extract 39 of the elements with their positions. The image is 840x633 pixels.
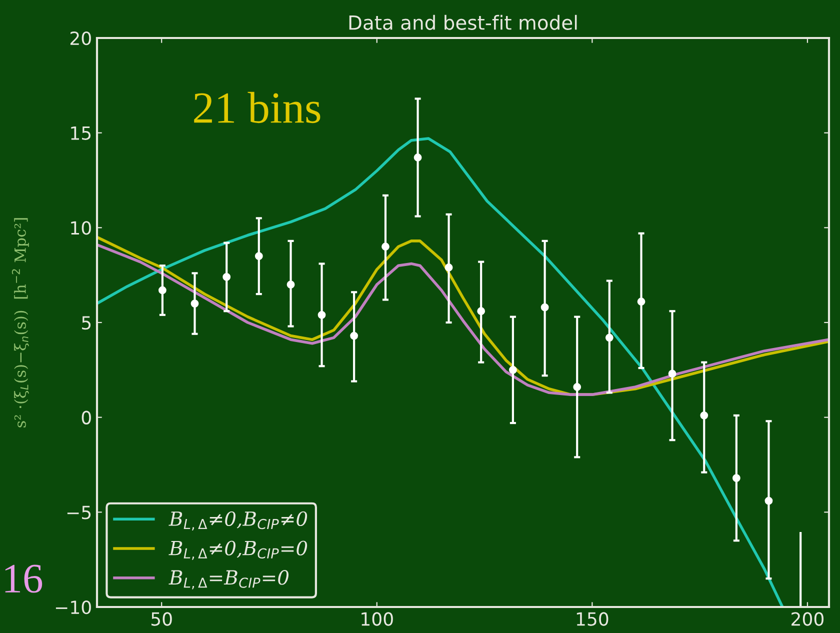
- point: [477, 307, 486, 316]
- y-tick-label: 10: [71, 221, 91, 235]
- legend-label: B$_{L,Δ}$=B$_{CIP}$=0: [168, 570, 289, 590]
- point: [605, 334, 614, 342]
- point: [318, 310, 326, 319]
- y-axis-title: s² ·(ξ$_{L}$(s)−ξ$_{n}$(s)) [h$^{−2}$ Mpc²]: [12, 218, 29, 428]
- point: [444, 264, 453, 272]
- point: [540, 303, 549, 312]
- point: [508, 366, 517, 374]
- point: [700, 411, 708, 420]
- legend-label: B$_{L,Δ}$≠0,B$_{CIP}$=0: [168, 540, 308, 560]
- point: [190, 300, 199, 308]
- point: [637, 298, 646, 306]
- chart-title: Data and best-fit model: [349, 14, 577, 30]
- annotation: 21 bins: [194, 92, 320, 124]
- line-series: [97, 137, 784, 607]
- legend-label: B$_{L,Δ}$≠0,B$_{CIP}$≠0: [168, 511, 308, 531]
- x-tick-label: 150: [576, 612, 608, 626]
- y-tick-label: 20: [70, 31, 91, 46]
- point: [286, 280, 295, 289]
- point: [573, 383, 582, 391]
- x-tick-label: 100: [362, 612, 393, 626]
- point: [254, 252, 263, 260]
- point: [158, 286, 166, 294]
- y-tick-label: −10: [56, 600, 91, 614]
- text: 16: [5, 564, 42, 593]
- point: [414, 154, 422, 162]
- x-tick-label: 200: [792, 612, 824, 626]
- point: [382, 242, 390, 251]
- point: [222, 273, 231, 281]
- y-tick-label: −5: [67, 506, 91, 520]
- y-tick-label: 5: [82, 316, 91, 330]
- y-tick-label: 15: [71, 126, 91, 140]
- point: [764, 496, 773, 505]
- point: [350, 332, 358, 340]
- x-tick-label: 50: [151, 612, 172, 626]
- y-tick-label: 0: [82, 410, 91, 424]
- point: [732, 474, 740, 482]
- point: [668, 370, 676, 378]
